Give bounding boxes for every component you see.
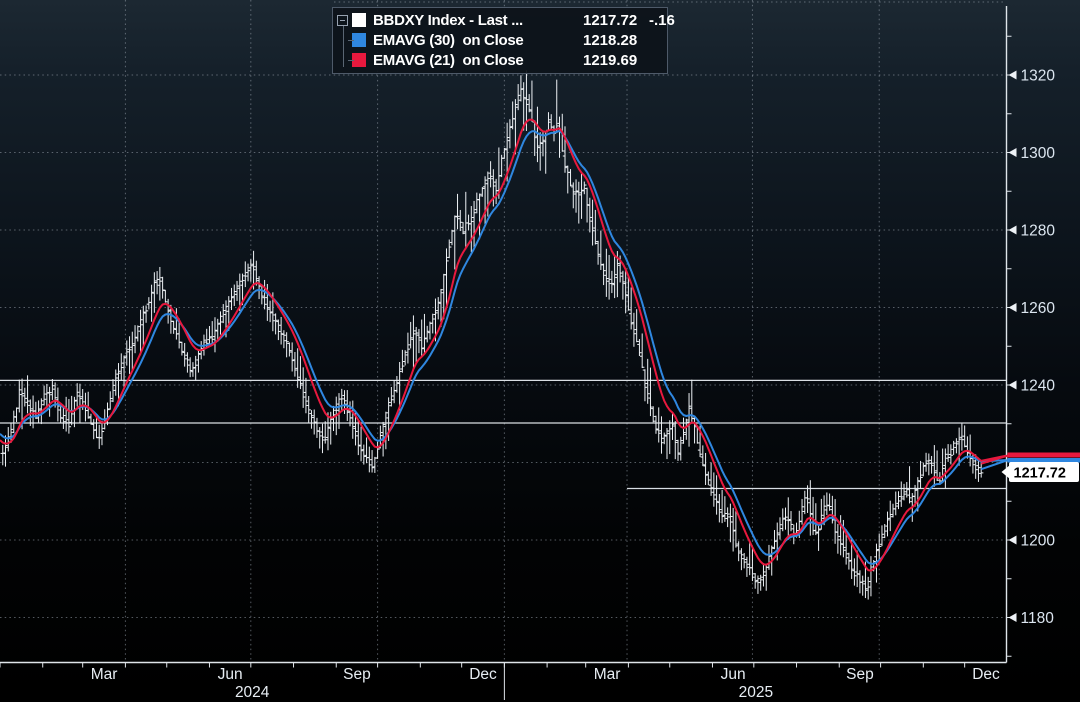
x-month-label: Mar [91, 666, 118, 683]
legend-row-emavg-30[interactable]: EMAVG (30) on Close 1218.28 [337, 30, 662, 50]
x-gridlines [124, 0, 880, 662]
legend-value: 1217.72 [583, 11, 638, 29]
emavg30-swatch-icon [352, 33, 366, 47]
x-month-label: Sep [846, 666, 874, 683]
emavg21-swatch-icon [352, 53, 366, 67]
x-month-label: Jun [721, 666, 746, 683]
legend-value: 1218.28 [583, 31, 638, 49]
x-month-label: Dec [972, 666, 1000, 683]
chart-legend[interactable]: BBDXY Index - Last ... 1217.72 -.16 EMAV… [332, 7, 675, 74]
emavg30-axis-marker [1007, 458, 1080, 463]
tree-elbow [348, 40, 354, 41]
collapse-icon[interactable] [337, 14, 348, 26]
axes [0, 6, 1008, 664]
emavg-21-line[interactable] [0, 118, 1008, 572]
x-year-label: 2025 [739, 684, 773, 701]
emavg21-axis-marker [1007, 452, 1080, 458]
y-tick-label: 1180 [1021, 610, 1055, 627]
legend-value: 1219.69 [583, 51, 638, 69]
x-month-label: Sep [343, 666, 371, 683]
y-axis-labels: 1320 1300 1280 1260 1240 1200 1180 [1006, 35, 1056, 657]
y-gridlines [0, 1, 1006, 618]
level-lines[interactable] [0, 379, 1006, 490]
bbdxy-swatch-icon [352, 13, 366, 27]
legend-row-emavg-21[interactable]: EMAVG (21) on Close 1219.69 [337, 50, 662, 70]
y-tick-label: 1280 [1021, 223, 1056, 240]
last-price-value: 1217.72 [1014, 466, 1066, 482]
emavg-30-line[interactable] [0, 129, 1008, 565]
legend-row-bbdxy[interactable]: BBDXY Index - Last ... 1217.72 -.16 [337, 10, 675, 30]
axis-markers [980, 452, 1080, 471]
y-tick-label: 1240 [1021, 378, 1056, 395]
x-axis-labels: Mar Jun Sep Dec Mar Jun Sep Dec 2024 2025 [0, 662, 1000, 701]
last-price-tag: 1217.72 [1001, 462, 1079, 482]
x-month-label: Mar [594, 666, 621, 683]
legend-label: BBDXY Index - Last ... [373, 11, 523, 29]
x-year-label: 2024 [235, 684, 270, 701]
legend-label: EMAVG (21) on Close [373, 51, 524, 69]
legend-label: EMAVG (30) on Close [373, 31, 524, 49]
y-tick-label: 1300 [1021, 145, 1056, 162]
x-month-label: Dec [469, 666, 497, 683]
tree-elbow [348, 60, 354, 61]
y-tick-label: 1320 [1021, 68, 1056, 85]
legend-change: -.16 [649, 11, 675, 29]
y-tick-label: 1200 [1021, 533, 1056, 550]
x-month-label: Jun [218, 666, 243, 683]
y-tick-label: 1260 [1021, 300, 1056, 317]
